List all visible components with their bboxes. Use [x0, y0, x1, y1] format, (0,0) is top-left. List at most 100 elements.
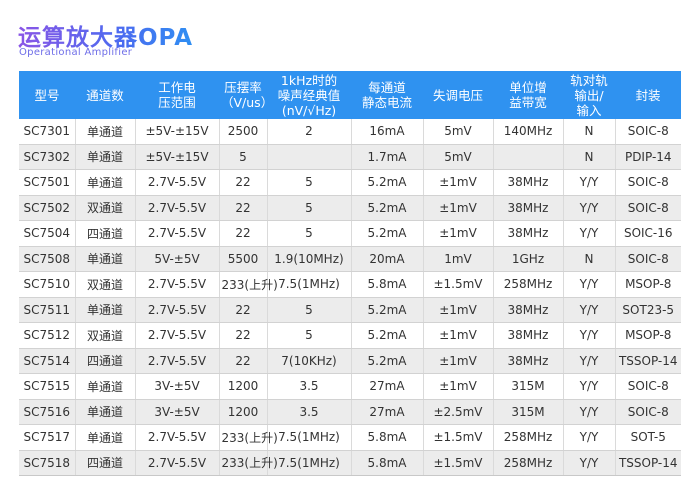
channels-cell: 单通道	[75, 297, 136, 323]
gain-bandwidth-cell: 1GHz	[493, 246, 564, 272]
slew-rate-cell: 233(上升)	[219, 450, 278, 476]
gain-bandwidth-cell: 38MHz	[493, 348, 564, 374]
model-cell: SC7301	[19, 119, 76, 145]
slew-rate-cell: 5500	[219, 246, 268, 272]
channels-cell: 单通道	[75, 119, 136, 145]
voltage-range-cell: ±5V-±15V	[135, 144, 220, 170]
package-cell: SOIC-8	[615, 246, 681, 272]
package-cell: SOIC-8	[615, 373, 681, 400]
package-cell: TSSOP-14	[615, 348, 681, 374]
voltage-range-cell: ±5V-±15V	[135, 119, 220, 145]
offset-voltage-cell: 5mV	[423, 144, 494, 170]
channels-cell: 单通道	[75, 399, 136, 425]
noise-cell: 3.5	[267, 399, 352, 425]
voltage-range-cell: 2.7V-5.5V	[135, 424, 220, 451]
rail-to-rail-cell: Y/Y	[563, 373, 616, 400]
channels-cell: 双通道	[75, 322, 136, 349]
package-cell: SOIC-8	[615, 399, 681, 425]
voltage-range-cell: 2.7V-5.5V	[135, 169, 220, 196]
slew-rate-cell: 5	[219, 144, 268, 170]
col-header-gain-bandwidth: 单位增 益带宽	[493, 71, 563, 119]
col-header-noise: 1kHz时的 噪声经典值 (nV/√Hz)	[267, 71, 351, 119]
noise-cell: 7.5(1MHz)	[267, 424, 352, 451]
quiescent-current-cell: 27mA	[351, 373, 424, 400]
rail-to-rail-cell: Y/Y	[563, 271, 616, 298]
package-cell: SOT23-5	[615, 297, 681, 323]
rail-to-rail-cell: Y/Y	[563, 450, 616, 476]
offset-voltage-cell: ±1mV	[423, 220, 494, 247]
slew-rate-cell: 22	[219, 348, 268, 374]
col-header-slew-rate: 压摆率 （V/us）	[219, 71, 273, 119]
rail-to-rail-cell: N	[563, 144, 616, 170]
noise-cell: 1.9(10MHz)	[267, 246, 352, 272]
package-cell: SOT-5	[615, 424, 681, 451]
quiescent-current-cell: 16mA	[351, 119, 424, 145]
table-row: SC7510 双通道 2.7V-5.5V 233(上升) 7.5(1MHz) 5.8mA ±…	[19, 271, 681, 298]
gain-bandwidth-cell: 258MHz	[493, 450, 564, 476]
model-cell: SC7302	[19, 144, 76, 170]
voltage-range-cell: 5V-±5V	[135, 246, 220, 272]
channels-cell: 双通道	[75, 195, 136, 221]
voltage-range-cell: 2.7V-5.5V	[135, 450, 220, 476]
voltage-range-cell: 3V-±5V	[135, 373, 220, 400]
model-cell: SC7512	[19, 322, 76, 349]
gain-bandwidth-cell: 38MHz	[493, 195, 564, 221]
rail-to-rail-cell: Y/Y	[563, 297, 616, 323]
quiescent-current-cell: 5.8mA	[351, 271, 424, 298]
offset-voltage-cell: ±1.5mV	[423, 450, 494, 476]
voltage-range-cell: 2.7V-5.5V	[135, 195, 220, 221]
rail-to-rail-cell: Y/Y	[563, 399, 616, 425]
package-cell: SOIC-8	[615, 195, 681, 221]
rail-to-rail-cell: N	[563, 246, 616, 272]
channels-cell: 单通道	[75, 373, 136, 400]
voltage-range-cell: 2.7V-5.5V	[135, 271, 220, 298]
offset-voltage-cell: ±1mV	[423, 373, 494, 400]
offset-voltage-cell: ±1mV	[423, 322, 494, 349]
model-cell: SC7515	[19, 373, 76, 400]
col-header-offset-voltage: 失调电压	[423, 71, 493, 119]
model-cell: SC7501	[19, 169, 76, 196]
offset-voltage-cell: ±1.5mV	[423, 271, 494, 298]
offset-voltage-cell: ±1mV	[423, 297, 494, 323]
quiescent-current-cell: 5.2mA	[351, 169, 424, 196]
voltage-range-cell: 2.7V-5.5V	[135, 220, 220, 247]
voltage-range-cell: 2.7V-5.5V	[135, 297, 220, 323]
noise-cell: 5	[267, 297, 352, 323]
package-cell: TSSOP-14	[615, 450, 681, 476]
slew-rate-cell: 1200	[219, 399, 268, 425]
offset-voltage-cell: 1mV	[423, 246, 494, 272]
quiescent-current-cell: 5.2mA	[351, 195, 424, 221]
gain-bandwidth-cell: 258MHz	[493, 424, 564, 451]
rail-to-rail-cell: Y/Y	[563, 322, 616, 349]
voltage-range-cell: 2.7V-5.5V	[135, 348, 220, 374]
table-row: SC7502 双通道 2.7V-5.5V 22 5 5.2mA ±1mV 38MHz Y/Y SO…	[19, 195, 681, 221]
model-cell: SC7508	[19, 246, 76, 272]
rail-to-rail-cell: Y/Y	[563, 220, 616, 247]
table-row: SC7515 单通道 3V-±5V 1200 3.5 27mA ±1mV 315M Y/Y SOI…	[19, 373, 681, 400]
slew-rate-cell: 233(上升)	[219, 424, 278, 451]
slew-rate-cell: 22	[219, 169, 268, 196]
channels-cell: 单通道	[75, 169, 136, 196]
slew-rate-cell: 2500	[219, 119, 268, 145]
noise-cell: 5	[267, 195, 352, 221]
col-header-model: 型号	[19, 71, 75, 119]
model-cell: SC7518	[19, 450, 76, 476]
model-cell: SC7514	[19, 348, 76, 374]
package-cell: SOIC-8	[615, 119, 681, 145]
offset-voltage-cell: ±1mV	[423, 195, 494, 221]
rail-to-rail-cell: Y/Y	[563, 169, 616, 196]
package-cell: SOIC-8	[615, 169, 681, 196]
quiescent-current-cell: 5.2mA	[351, 220, 424, 247]
gain-bandwidth-cell: 38MHz	[493, 297, 564, 323]
noise-cell: 2	[267, 119, 352, 145]
col-header-quiescent-current: 每通道 静态电流	[351, 71, 423, 119]
quiescent-current-cell: 5.8mA	[351, 424, 424, 451]
gain-bandwidth-cell: 38MHz	[493, 322, 564, 349]
noise-cell: 5	[267, 220, 352, 247]
channels-cell: 单通道	[75, 424, 136, 451]
table-row: SC7512 双通道 2.7V-5.5V 22 5 5.2mA ±1mV 38MHz Y/Y MS…	[19, 322, 681, 349]
quiescent-current-cell: 5.2mA	[351, 297, 424, 323]
col-header-channels: 通道数	[75, 71, 135, 119]
channels-cell: 单通道	[75, 144, 136, 170]
table-row: SC7504 四通道 2.7V-5.5V 22 5 5.2mA ±1mV 38MHz Y/Y SO…	[19, 220, 681, 247]
